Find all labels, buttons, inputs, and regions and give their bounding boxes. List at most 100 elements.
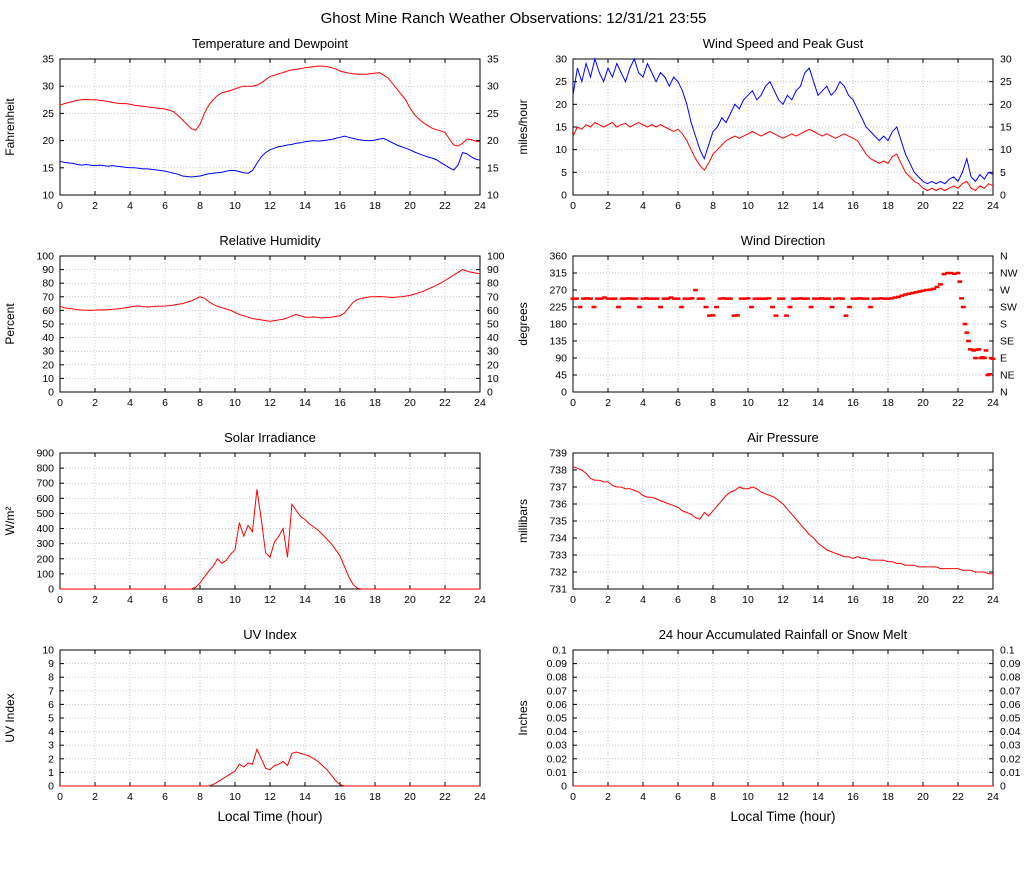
svg-text:miles/hour: miles/hour <box>516 99 530 154</box>
svg-text:20: 20 <box>487 135 499 147</box>
svg-text:739: 739 <box>549 448 567 460</box>
svg-text:4: 4 <box>640 200 646 212</box>
chart-uv-index: UV Index 0 2 4 6 8 10 12 14 16 18 20 22 24 0 1 2 3 4 5 6 7 8 9… <box>0 626 513 829</box>
svg-text:20: 20 <box>1000 99 1012 111</box>
svg-text:270: 270 <box>549 285 567 297</box>
svg-text:10: 10 <box>42 373 54 385</box>
svg-text:NE: NE <box>1000 370 1015 382</box>
svg-text:0.05: 0.05 <box>1000 713 1021 725</box>
svg-text:8: 8 <box>710 791 716 803</box>
svg-text:40: 40 <box>42 332 54 344</box>
svg-text:16: 16 <box>334 791 346 803</box>
svg-text:30: 30 <box>42 346 54 358</box>
svg-text:18: 18 <box>882 397 894 409</box>
svg-text:10: 10 <box>555 144 567 156</box>
svg-text:2: 2 <box>92 791 98 803</box>
svg-text:0.08: 0.08 <box>1000 672 1021 684</box>
svg-text:135: 135 <box>549 336 567 348</box>
svg-text:225: 225 <box>549 302 567 314</box>
svg-text:2: 2 <box>605 397 611 409</box>
svg-text:20: 20 <box>42 135 54 147</box>
svg-text:14: 14 <box>812 791 824 803</box>
svg-text:0.05: 0.05 <box>547 713 568 725</box>
svg-text:10: 10 <box>229 397 241 409</box>
svg-text:Inches: Inches <box>516 700 530 735</box>
chart-title: Air Pressure <box>747 430 819 445</box>
chart-title: Wind Direction <box>740 233 826 248</box>
svg-text:0.08: 0.08 <box>547 672 568 684</box>
svg-text:30: 30 <box>1000 54 1012 66</box>
chart-title: Wind Speed and Peak Gust <box>702 36 864 51</box>
chart-solar-irradiance: Solar Irradiance 0 2 4 6 8 10 12 14 16 18 20 22 24 0 1… <box>0 429 513 612</box>
svg-text:738: 738 <box>549 465 567 477</box>
svg-text:S: S <box>1000 319 1007 331</box>
svg-text:6: 6 <box>675 200 681 212</box>
chart-temperature-dewpoint: Temperature and Dewpoint 0 2 4 6 8 10 12 14 16 18… <box>0 35 513 218</box>
svg-text:16: 16 <box>334 397 346 409</box>
svg-text:22: 22 <box>952 200 964 212</box>
svg-text:100: 100 <box>36 251 54 263</box>
svg-text:90: 90 <box>555 353 567 365</box>
svg-text:0: 0 <box>570 397 576 409</box>
svg-text:10: 10 <box>742 397 754 409</box>
svg-text:NW: NW <box>1000 268 1018 280</box>
svg-text:18: 18 <box>369 200 381 212</box>
svg-text:18: 18 <box>369 594 381 606</box>
page-title: Ghost Mine Ranch Weather Observations: 1… <box>320 10 707 27</box>
svg-text:10: 10 <box>229 200 241 212</box>
svg-text:0: 0 <box>1000 781 1006 793</box>
svg-text:N: N <box>1000 251 1008 263</box>
svg-text:22: 22 <box>952 791 964 803</box>
svg-text:7: 7 <box>48 685 54 697</box>
svg-text:Fahrenheit: Fahrenheit <box>3 98 17 156</box>
svg-text:20: 20 <box>404 791 416 803</box>
x-axis-title: Local Time (hour) <box>217 809 323 824</box>
svg-text:15: 15 <box>42 162 54 174</box>
svg-text:80: 80 <box>42 278 54 290</box>
svg-text:50: 50 <box>42 319 54 331</box>
svg-text:2: 2 <box>92 397 98 409</box>
svg-text:16: 16 <box>847 791 859 803</box>
svg-text:2: 2 <box>92 200 98 212</box>
svg-text:0.09: 0.09 <box>1000 658 1021 670</box>
svg-text:600: 600 <box>36 493 54 505</box>
svg-text:0.01: 0.01 <box>1000 767 1021 779</box>
svg-text:8: 8 <box>197 594 203 606</box>
svg-text:4: 4 <box>640 397 646 409</box>
svg-text:UV Index: UV Index <box>3 693 17 742</box>
chart-title: Temperature and Dewpoint <box>191 36 349 51</box>
svg-text:735: 735 <box>549 516 567 528</box>
svg-text:14: 14 <box>299 200 311 212</box>
svg-text:0.03: 0.03 <box>547 740 568 752</box>
air-pressure-plot: 0 2 4 6 8 10 12 14 16 18 20 22 247317327337347357367… <box>516 448 999 607</box>
svg-text:2: 2 <box>605 200 611 212</box>
svg-text:E: E <box>1000 353 1007 365</box>
svg-text:4: 4 <box>640 791 646 803</box>
svg-text:30: 30 <box>487 346 499 358</box>
svg-text:15: 15 <box>1000 122 1012 134</box>
svg-text:20: 20 <box>555 99 567 111</box>
svg-text:0.02: 0.02 <box>547 753 568 765</box>
svg-text:4: 4 <box>48 726 54 738</box>
svg-text:Percent: Percent <box>3 303 17 345</box>
svg-text:10: 10 <box>742 791 754 803</box>
svg-text:0.07: 0.07 <box>1000 685 1021 697</box>
svg-text:0: 0 <box>570 791 576 803</box>
svg-text:15: 15 <box>487 162 499 174</box>
svg-text:70: 70 <box>42 291 54 303</box>
svg-text:1: 1 <box>48 767 54 779</box>
chart-title: 24 hour Accumulated Rainfall or Snow Mel… <box>658 627 908 642</box>
svg-text:40: 40 <box>487 332 499 344</box>
svg-text:100: 100 <box>36 568 54 580</box>
svg-text:20: 20 <box>917 200 929 212</box>
svg-text:0: 0 <box>561 387 567 399</box>
svg-text:0.03: 0.03 <box>1000 740 1021 752</box>
svg-text:0.07: 0.07 <box>547 685 568 697</box>
svg-text:10: 10 <box>487 373 499 385</box>
svg-text:16: 16 <box>847 594 859 606</box>
svg-text:12: 12 <box>777 397 789 409</box>
svg-text:24: 24 <box>987 397 999 409</box>
solar-irradiance-plot: 0 2 4 6 8 10 12 14 16 18 20 22 240100200300400500600… <box>3 448 486 607</box>
